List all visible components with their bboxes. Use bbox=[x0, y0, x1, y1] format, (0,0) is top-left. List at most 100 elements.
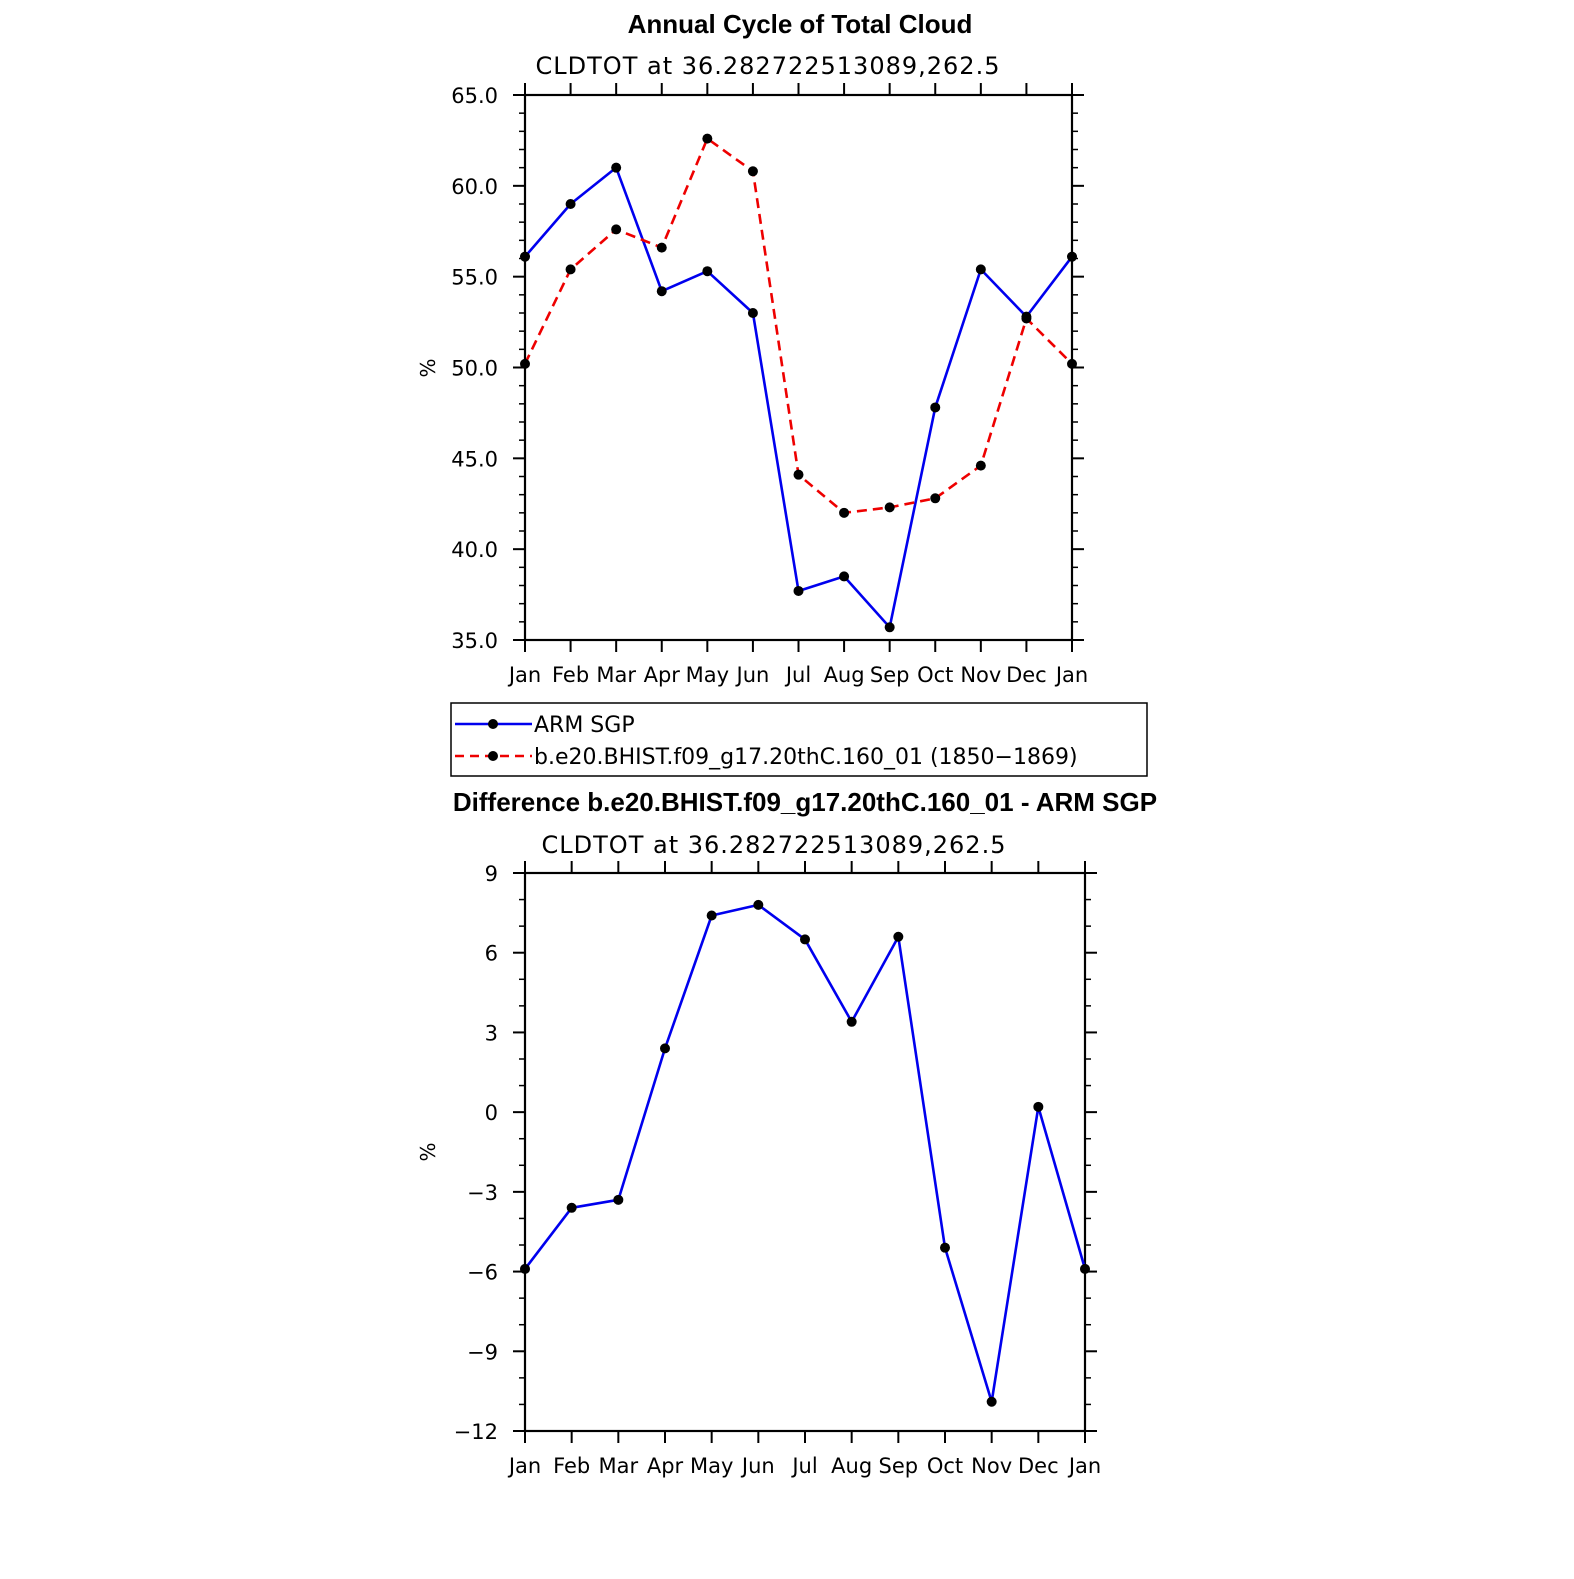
chart2-ytick-label: −9 bbox=[467, 1340, 498, 1364]
chart2-xtick-label: Sep bbox=[879, 1454, 919, 1478]
chart1-title: Annual Cycle of Total Cloud bbox=[628, 9, 973, 39]
chart2-xtick-label: May bbox=[690, 1454, 733, 1478]
chart1-xtick-label: Dec bbox=[1006, 663, 1047, 687]
chart1-xtick-label: Nov bbox=[960, 663, 1001, 687]
legend: ARM SGP b.e20.BHIST.f09_g17.20thC.160_01… bbox=[450, 702, 1148, 777]
chart1-series-1-point bbox=[656, 242, 667, 253]
chart1-series-0-point bbox=[747, 308, 758, 318]
chart1-xtick-label: Oct bbox=[917, 663, 953, 687]
chart2-series-0-point bbox=[893, 931, 904, 942]
chart2-series-0-point bbox=[660, 1043, 670, 1054]
chart1-series bbox=[520, 133, 1077, 633]
chart1-ylabel: % bbox=[416, 358, 440, 377]
chart2-xtick-label: Feb bbox=[553, 1454, 590, 1478]
chart1-xtick-label: Apr bbox=[644, 663, 681, 687]
chart2-xtick-label: Jan bbox=[507, 1454, 541, 1478]
chart2-xtick-label: Aug bbox=[831, 1454, 872, 1478]
chart2-xtick-label: Jan bbox=[1067, 1454, 1101, 1478]
chart1-series-0-point bbox=[565, 199, 576, 209]
chart2-series-0-point bbox=[846, 1016, 857, 1027]
annual-cycle-chart: Annual Cycle of Total Cloud CLDTOT at 36… bbox=[416, 9, 1088, 687]
chart1-series-0-point bbox=[702, 266, 713, 277]
chart2-series-0-point bbox=[940, 1242, 950, 1253]
chart1-series-1-point bbox=[1021, 313, 1032, 324]
chart1-ytick-label: 40.0 bbox=[451, 538, 498, 562]
chart2-series-0-point bbox=[566, 1202, 577, 1213]
chart1-series-1-point bbox=[702, 133, 713, 144]
chart2-ytick-label: 9 bbox=[485, 862, 498, 886]
chart1-series-0-point bbox=[520, 251, 530, 262]
chart1-series-1-point bbox=[839, 507, 850, 518]
chart1-series-line-1 bbox=[523, 137, 1073, 515]
legend-label-arm: ARM SGP bbox=[534, 713, 635, 738]
chart2-ytick-label: 3 bbox=[485, 1021, 498, 1045]
chart1-xtick-label: Jun bbox=[735, 663, 770, 687]
chart1-xtick-label: Aug bbox=[824, 663, 865, 687]
chart1-plot-frame bbox=[523, 93, 1074, 642]
chart1-series-0-point bbox=[611, 162, 622, 173]
chart2-ytick-label: −12 bbox=[454, 1420, 498, 1444]
chart2-series-0-point bbox=[706, 910, 717, 921]
chart1-series-1-point bbox=[747, 166, 758, 177]
chart2-ytick-label: 6 bbox=[485, 942, 498, 966]
chart1-ytick-label: 60.0 bbox=[451, 175, 498, 199]
chart2-xtick-label: Oct bbox=[927, 1454, 963, 1478]
chart1-xtick-label: Sep bbox=[870, 663, 910, 687]
chart2-series-0-point bbox=[986, 1396, 997, 1407]
chart1-series-0-point bbox=[884, 622, 895, 633]
chart1-ytick-label: 55.0 bbox=[451, 266, 498, 290]
chart2-series-0-point bbox=[613, 1194, 624, 1205]
chart1-series-0-point bbox=[1067, 251, 1077, 262]
chart1-series-0-point bbox=[656, 286, 667, 297]
chart2-title: Difference b.e20.BHIST.f09_g17.20thC.160… bbox=[453, 787, 1157, 817]
chart1-subtitle: CLDTOT at 36.282722513089,262.5 bbox=[536, 52, 1001, 80]
chart1-series-0-point bbox=[839, 571, 850, 582]
chart1-series-1-point bbox=[975, 460, 986, 471]
chart2-xtick-label: Apr bbox=[647, 1454, 684, 1478]
chart2-xtick-label: Jul bbox=[790, 1454, 817, 1478]
difference-chart: Difference b.e20.BHIST.f09_g17.20thC.160… bbox=[416, 787, 1157, 1478]
chart2-series-line-0 bbox=[523, 903, 1087, 1404]
chart1-series-0-point bbox=[975, 264, 986, 275]
chart1-series-1-point bbox=[1067, 358, 1077, 369]
chart1-ytick-label: 65.0 bbox=[451, 84, 498, 108]
chart2-xtick-label: Jun bbox=[740, 1454, 775, 1478]
chart1-xtick-label: May bbox=[686, 663, 729, 687]
chart1-series-1-point bbox=[520, 358, 530, 369]
chart2-xtick-label: Nov bbox=[971, 1454, 1012, 1478]
chart1-series-1-point bbox=[884, 502, 895, 513]
chart1-axes: 35.0 40.0 45.0 50.0 55.0 60.0 65.0 Jan Feb Mar Apr… bbox=[451, 83, 1088, 687]
chart1-xtick-label: Jan bbox=[1054, 663, 1088, 687]
chart1-xtick-label: Mar bbox=[596, 663, 636, 687]
legend-marker-model bbox=[488, 751, 498, 761]
chart2-series bbox=[520, 899, 1090, 1407]
chart2-xtick-label: Dec bbox=[1018, 1454, 1059, 1478]
chart2-subtitle: CLDTOT at 36.282722513089,262.5 bbox=[542, 831, 1007, 859]
chart1-xtick-label: Feb bbox=[552, 663, 589, 687]
chart2-series-0-point bbox=[520, 1263, 530, 1274]
legend-box bbox=[450, 702, 1148, 777]
chart1-ytick-label: 45.0 bbox=[451, 447, 498, 471]
chart2-series-0-point bbox=[800, 934, 810, 945]
chart1-xtick-label: Jan bbox=[507, 663, 541, 687]
chart1-series-1-point bbox=[611, 224, 622, 235]
chart2-axes: −12 −9 −6 −3 0 3 6 9 Jan Feb Mar Apr May Jun Jul Aug Sep… bbox=[454, 861, 1101, 1478]
chart1-series-1-point bbox=[565, 264, 576, 275]
chart2-series-0-point bbox=[1080, 1263, 1090, 1274]
chart2-ytick-label: 0 bbox=[485, 1101, 498, 1125]
chart2-series-0-point bbox=[753, 899, 764, 910]
chart1-series-1-point bbox=[930, 493, 941, 504]
chart1-series-1-point bbox=[793, 469, 804, 480]
chart1-ytick-label: 50.0 bbox=[451, 357, 498, 381]
chart1-series-0-point bbox=[793, 585, 804, 596]
chart2-ylabel: % bbox=[416, 1142, 440, 1161]
chart2-series-0-point bbox=[1033, 1101, 1044, 1112]
chart1-ytick-label: 35.0 bbox=[451, 629, 498, 653]
legend-label-model: b.e20.BHIST.f09_g17.20thC.160_01 (1850−1… bbox=[534, 745, 1078, 770]
chart2-ytick-label: −6 bbox=[467, 1261, 498, 1285]
chart1-series-0-point bbox=[930, 402, 941, 413]
chart2-xtick-label: Mar bbox=[599, 1454, 639, 1478]
legend-marker-arm bbox=[488, 719, 498, 729]
